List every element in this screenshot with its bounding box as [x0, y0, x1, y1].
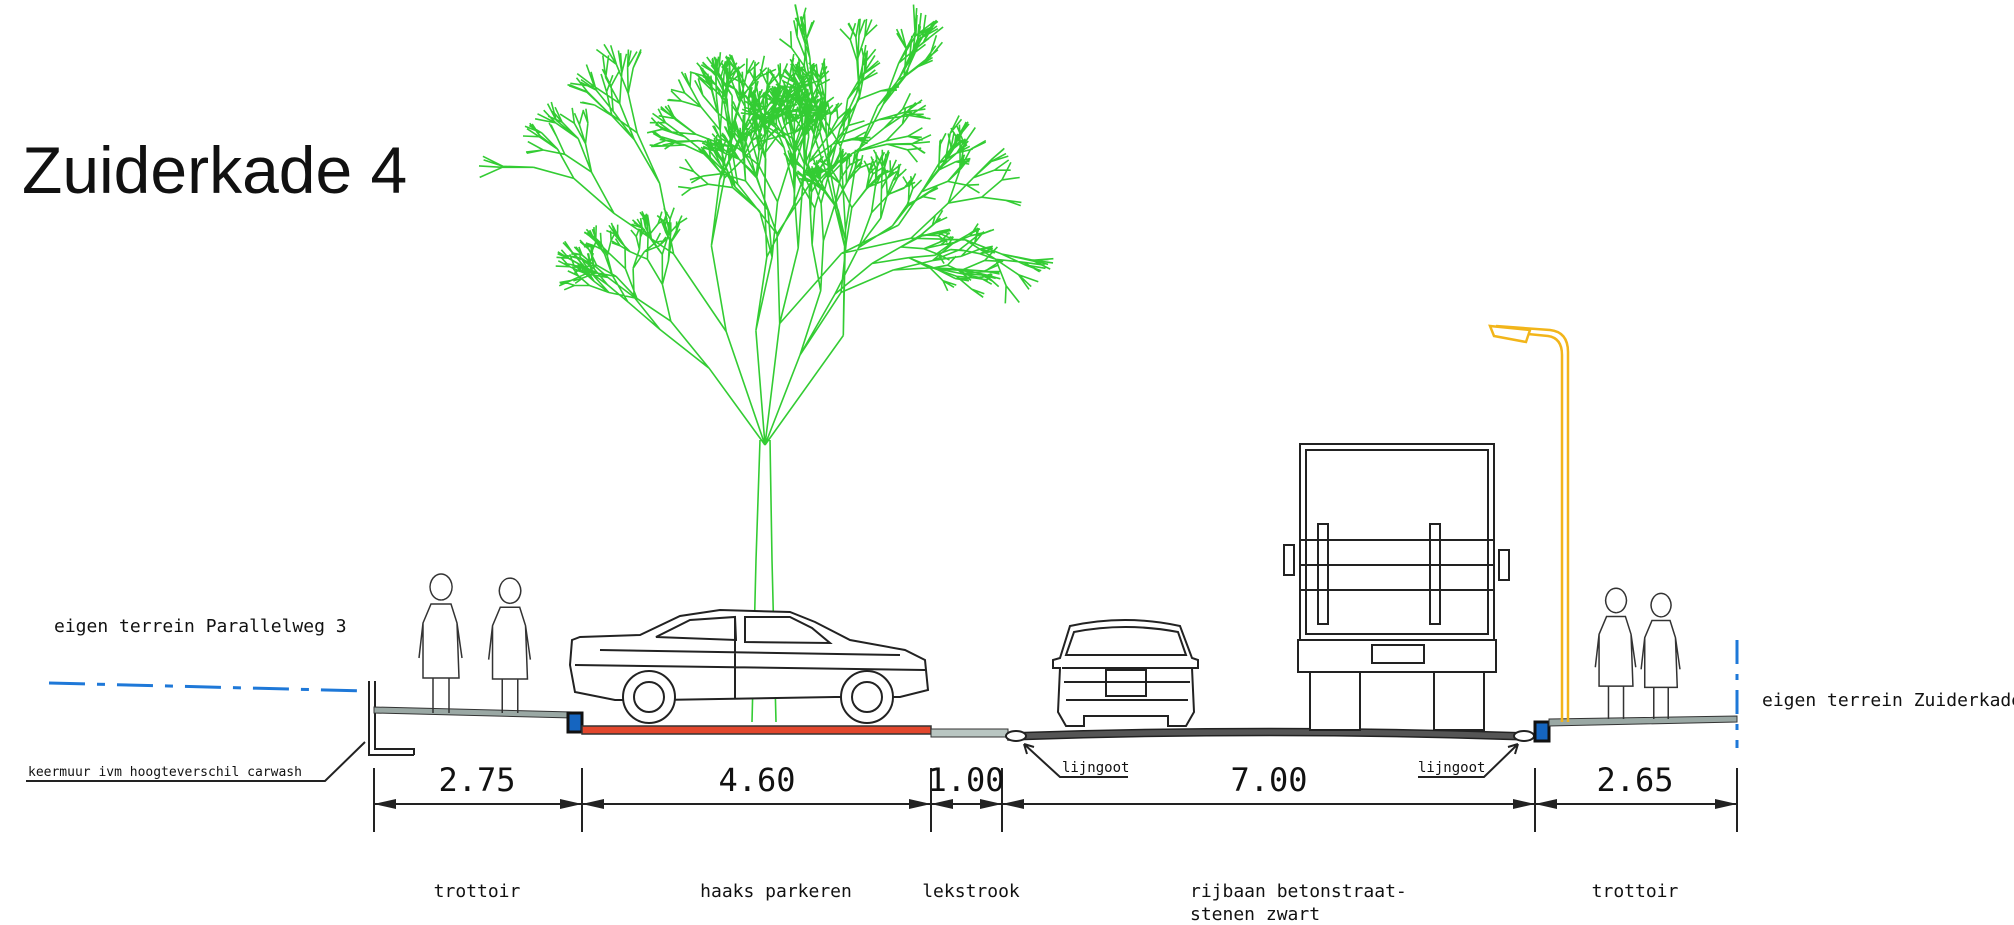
street-lamp: [1496, 326, 1568, 722]
arrow: [1715, 799, 1737, 809]
section-label: trottoir: [434, 881, 521, 902]
pedestrian: [1595, 588, 1635, 719]
arrow: [909, 799, 931, 809]
title: Zuiderkade 4: [22, 133, 407, 207]
gutter: [1514, 731, 1534, 741]
arrow: [931, 799, 953, 809]
section-label: lekstrook: [922, 881, 1020, 902]
right-label: eigen terrein Zuiderkade 4: [1762, 690, 2014, 711]
retaining-wall: [369, 681, 414, 755]
arrow: [374, 799, 396, 809]
parking-strip: [582, 726, 931, 734]
truck: [1284, 444, 1509, 730]
arrow: [1002, 799, 1024, 809]
curb: [568, 713, 582, 732]
section-label: trottoir: [1592, 881, 1679, 902]
dimension: 2.75: [438, 761, 515, 799]
sidewalk-left: [374, 707, 572, 718]
dimension: 2.65: [1596, 761, 1673, 799]
section-label: haaks parkeren: [700, 881, 852, 902]
sidewalk-right: [1549, 716, 1737, 726]
lekstrook-strip: [931, 729, 1008, 737]
car-front: [1053, 620, 1198, 726]
arrow: [582, 799, 604, 809]
arrow: [560, 799, 582, 809]
lamp-head: [1490, 326, 1530, 342]
arrow: [1535, 799, 1557, 809]
pedestrian: [489, 578, 531, 713]
left-label: eigen terrein Parallelweg 3: [54, 616, 347, 637]
boundary-left: [49, 683, 366, 691]
dimension: 1.00: [927, 761, 1004, 799]
section-label: stenen zwart: [1190, 904, 1320, 925]
section-label: rijbaan betonstraat-: [1190, 881, 1407, 902]
curb: [1535, 722, 1549, 741]
arrow: [980, 799, 1002, 809]
wall-note: keermuur ivm hoogteverschil carwash: [28, 765, 302, 780]
arrow: [1513, 799, 1535, 809]
gutter-label: lijngoot: [1062, 760, 1129, 776]
cross-section: Zuiderkade 4 2.75 4.60 1.00: [0, 0, 2014, 925]
pedestrian: [419, 574, 462, 713]
pedestrian: [1641, 593, 1680, 719]
dimension: 4.60: [718, 761, 795, 799]
dimension-line: [374, 768, 1737, 832]
gutter: [1006, 731, 1026, 741]
dimension: 7.00: [1230, 761, 1307, 799]
car-side: [570, 610, 928, 723]
gutter-label: lijngoot: [1418, 760, 1485, 776]
